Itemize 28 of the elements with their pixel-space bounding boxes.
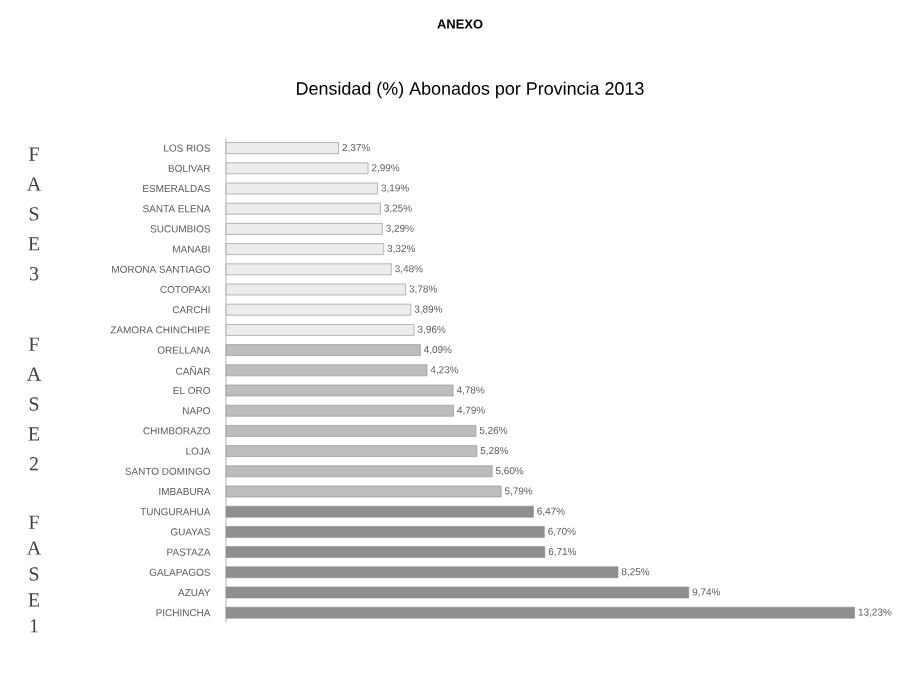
bar <box>225 202 381 215</box>
bar <box>225 485 502 498</box>
bar <box>225 324 415 336</box>
bar <box>225 243 385 255</box>
chart-title: Densidad (%) Abonados por Provincia 2013 <box>297 81 644 99</box>
bar <box>225 425 477 437</box>
bar <box>225 606 855 619</box>
bar <box>225 546 546 558</box>
bar <box>225 384 454 397</box>
bar <box>225 404 454 417</box>
bar <box>225 263 392 276</box>
bar <box>225 586 690 599</box>
bar <box>225 505 534 518</box>
bar <box>225 465 493 478</box>
bar <box>225 344 421 356</box>
bar <box>225 526 545 538</box>
bar <box>225 364 428 377</box>
bar <box>225 223 383 235</box>
text: F A S E 2 <box>27 337 42 471</box>
bar <box>225 566 619 579</box>
text: F A S E 3 <box>27 147 42 281</box>
bar <box>225 162 369 175</box>
bar <box>225 182 378 195</box>
bar <box>225 303 412 316</box>
bar <box>225 283 406 296</box>
bar <box>225 142 339 154</box>
bar <box>225 445 478 457</box>
text: F A S E 1 <box>27 515 42 633</box>
